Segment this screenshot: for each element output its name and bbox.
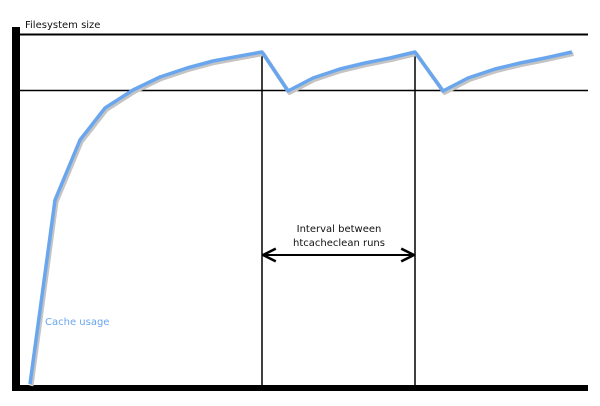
cache-usage-curve-shadow: [29, 52, 574, 387]
x-axis: [12, 385, 588, 391]
cache-usage-curve: [28, 50, 573, 385]
y-axis-label: Filesystem size: [25, 20, 100, 31]
interval-label-line2: htcacheclean runs: [293, 238, 385, 249]
y-axis: [12, 27, 20, 391]
interval-label-line1: Interval between: [297, 224, 382, 235]
cache-usage-label: Cache usage: [45, 317, 109, 328]
